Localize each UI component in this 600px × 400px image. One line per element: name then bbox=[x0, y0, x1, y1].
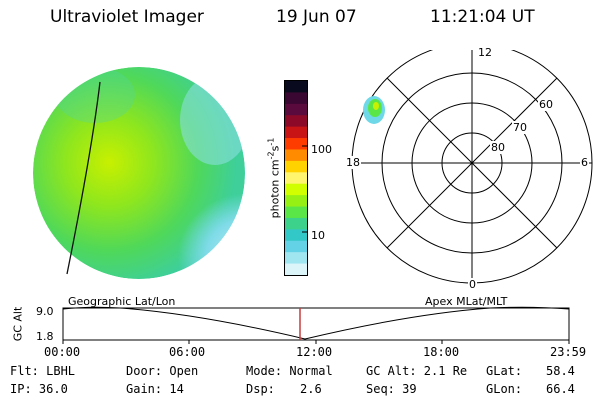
status-mode: Mode: Normal bbox=[246, 364, 333, 378]
colorbar-swatch bbox=[285, 195, 307, 208]
colorbar-swatch bbox=[285, 115, 307, 128]
colorbar-swatch bbox=[285, 160, 307, 173]
timeline-tick-1800: 18:00 bbox=[423, 345, 460, 359]
timeline-ymin: 1.8 bbox=[36, 330, 54, 343]
colorbar bbox=[284, 80, 308, 276]
polar-label-18: 18 bbox=[345, 156, 361, 169]
time-label: 11:21:04 UT bbox=[430, 7, 535, 27]
colorbar-tick-100: 100 bbox=[311, 143, 332, 156]
colorbar-swatch bbox=[285, 81, 307, 93]
status-ip: IP: 36.0 bbox=[10, 382, 68, 396]
timeline-tick-0000: 00:00 bbox=[44, 345, 81, 359]
aurora-blob bbox=[363, 96, 385, 124]
timeline-tick-2359: 23:59 bbox=[550, 345, 587, 359]
status-door: Door: Open bbox=[126, 364, 199, 378]
polar-lat-80: 80 bbox=[490, 141, 506, 154]
colorbar-swatch bbox=[285, 263, 307, 276]
colorbar-border bbox=[284, 80, 308, 276]
status-dsp-label: Dsp: bbox=[246, 382, 275, 396]
colorbar-swatch bbox=[285, 229, 307, 242]
colorbar-swatch bbox=[285, 149, 307, 162]
colorbar-swatch bbox=[285, 183, 307, 196]
colorbar-swatch bbox=[285, 172, 307, 185]
polar-label-0: 0 bbox=[468, 278, 477, 291]
timeline-left-title: Geographic Lat/Lon bbox=[68, 295, 176, 308]
status-flt: Flt: LBHL bbox=[10, 364, 76, 378]
colorbar-swatch bbox=[285, 206, 307, 219]
colorbar-swatch bbox=[285, 138, 307, 150]
polar-label-12: 12 bbox=[477, 46, 493, 59]
timeline-right-title: Apex MLat/MLT bbox=[425, 295, 508, 308]
status-seq: Seq: 39 bbox=[366, 382, 417, 396]
date-label: 19 Jun 07 bbox=[276, 7, 357, 27]
colorbar-swatch bbox=[285, 217, 307, 230]
status-glon-value: 66.4 bbox=[546, 382, 575, 396]
status-glon-label: GLon: bbox=[486, 382, 523, 396]
polar-lat-70: 70 bbox=[512, 121, 528, 134]
polar-label-6: 6 bbox=[580, 156, 589, 169]
colorbar-swatch bbox=[285, 240, 307, 253]
colorbar-tick-10: 10 bbox=[311, 229, 325, 242]
terminator-line bbox=[66, 81, 101, 275]
colorbar-swatch bbox=[285, 252, 307, 265]
status-dsp-value: 2.6 bbox=[300, 382, 322, 396]
timeline-ymax: 9.0 bbox=[36, 305, 54, 318]
title: Ultraviolet Imager bbox=[50, 7, 204, 27]
status-gain: Gain: 14 bbox=[126, 382, 184, 396]
colorbar-swatch bbox=[285, 126, 307, 139]
colorbar-swatch bbox=[285, 92, 307, 105]
timeline-tick-0600: 06:00 bbox=[169, 345, 206, 359]
status-glat-label: GLat: bbox=[486, 364, 523, 378]
status-glat-value: 58.4 bbox=[546, 364, 575, 378]
status-gc-alt: GC Alt: 2.1 Re bbox=[366, 364, 468, 378]
colorbar-swatch bbox=[285, 103, 307, 116]
polar-lat-60: 60 bbox=[538, 98, 554, 111]
timeline-tick-1200: 12:00 bbox=[296, 345, 333, 359]
